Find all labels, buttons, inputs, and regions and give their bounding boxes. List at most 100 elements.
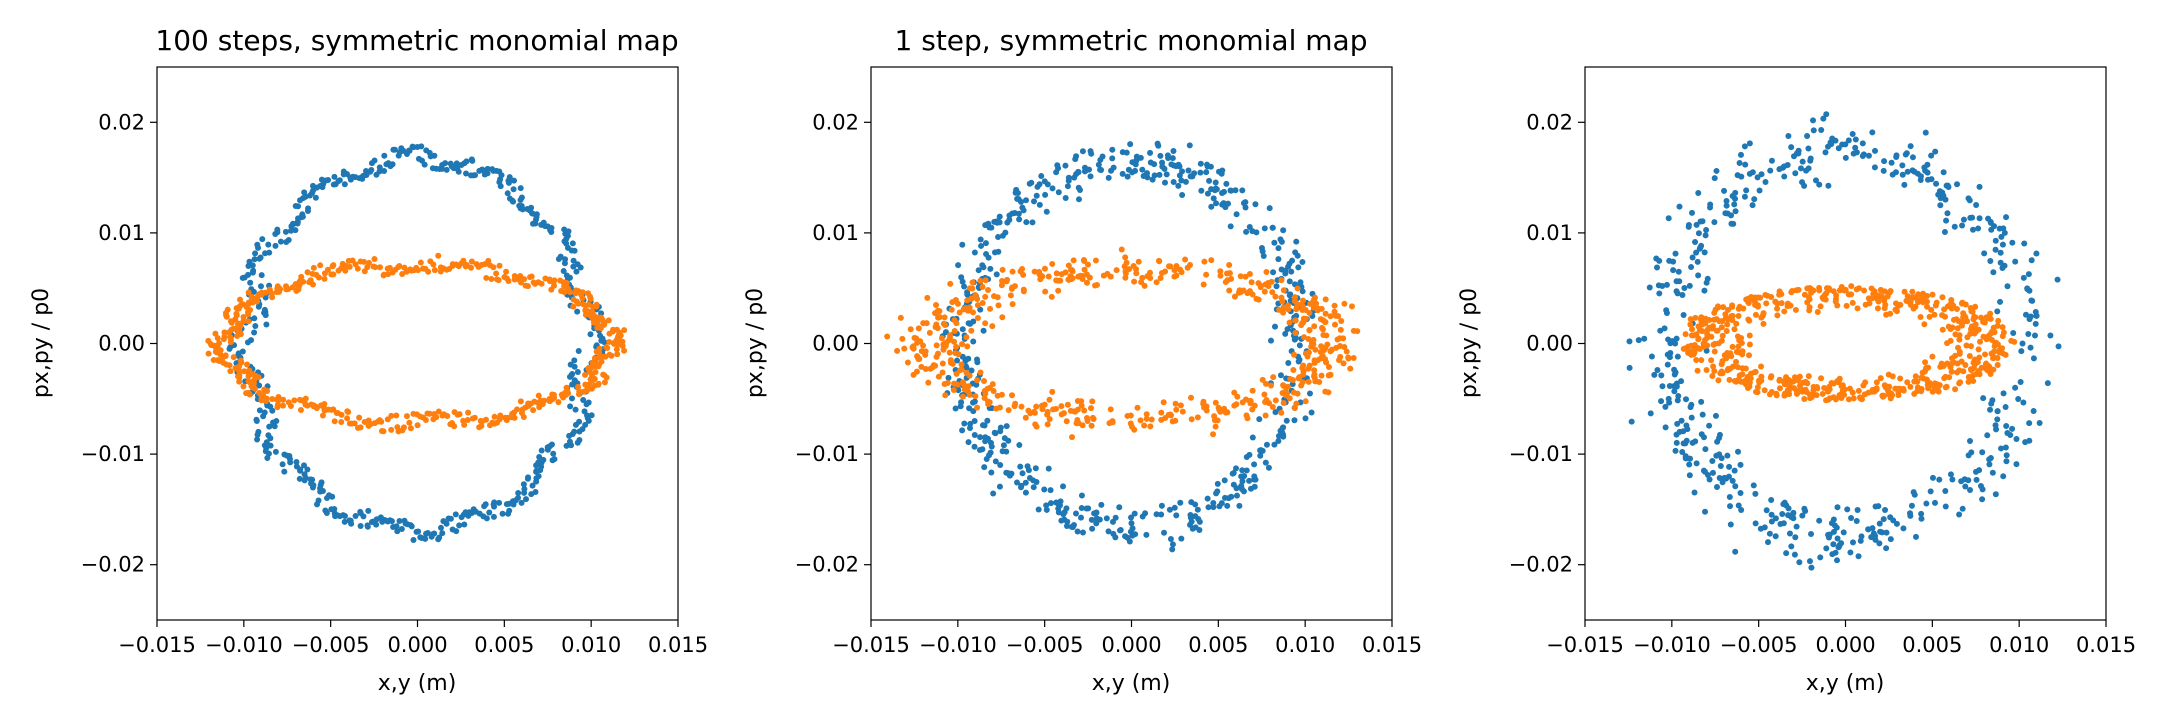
data-point [1187, 511, 1194, 518]
data-point [1925, 385, 1932, 392]
data-point [1732, 548, 1739, 555]
data-point [524, 205, 531, 212]
data-point [1832, 549, 1839, 556]
data-point [1792, 306, 1799, 313]
data-point [1292, 329, 1299, 336]
data-point [510, 186, 517, 193]
data-point [1187, 261, 1194, 268]
data-point [255, 244, 262, 251]
data-point [1200, 400, 1207, 407]
data-point [591, 355, 598, 362]
data-point [1280, 424, 1287, 431]
data-point [1746, 140, 1753, 147]
data-point [1049, 185, 1056, 192]
data-point [1738, 378, 1745, 385]
data-point [518, 499, 525, 506]
data-point [1127, 141, 1134, 148]
data-point [436, 534, 443, 541]
data-point [1071, 174, 1078, 181]
data-point [1722, 210, 1729, 217]
data-point [429, 165, 436, 172]
data-point [1262, 459, 1269, 466]
data-point [922, 366, 929, 373]
data-point [1997, 259, 2004, 266]
data-point [506, 195, 513, 202]
data-point [1242, 199, 1249, 206]
data-point [1285, 359, 1292, 366]
data-point [1679, 449, 1686, 456]
data-point [977, 236, 984, 243]
data-point [1671, 388, 1678, 395]
data-point [1737, 489, 1744, 496]
data-point [1278, 238, 1285, 245]
data-point [1897, 375, 1904, 382]
data-point [468, 156, 475, 163]
data-point [1068, 523, 1075, 530]
data-point [1805, 145, 1812, 152]
data-point [1861, 391, 1868, 398]
data-point [1060, 511, 1067, 518]
data-point [1810, 127, 1817, 134]
data-point [1927, 488, 1934, 495]
data-point [966, 285, 973, 292]
data-point [1711, 340, 1718, 347]
data-point [1701, 249, 1708, 256]
data-point [1306, 327, 1313, 334]
data-point [972, 393, 979, 400]
data-point [2003, 452, 2010, 459]
data-point [323, 510, 330, 517]
data-point [574, 369, 581, 376]
data-point [1784, 161, 1791, 168]
data-point [572, 406, 579, 413]
data-point [1109, 155, 1116, 162]
data-point [226, 345, 233, 352]
data-point [328, 271, 335, 278]
data-point [610, 326, 617, 333]
data-point [401, 264, 408, 271]
data-point [979, 446, 986, 453]
data-point [574, 261, 581, 268]
data-point [1919, 295, 1926, 302]
data-point [465, 409, 472, 416]
data-point [1741, 193, 1748, 200]
data-point [1154, 140, 1161, 147]
data-point [1286, 278, 1293, 285]
data-point [947, 280, 954, 287]
data-point [585, 399, 592, 406]
data-point [1674, 397, 1681, 404]
data-point [517, 398, 524, 405]
data-point [1156, 171, 1163, 178]
data-point [1063, 522, 1070, 529]
data-point [1786, 530, 1793, 537]
data-point [2028, 297, 2035, 304]
data-point [1899, 171, 1906, 178]
data-point [1204, 190, 1211, 197]
data-point [1269, 289, 1276, 296]
data-point [1731, 201, 1738, 208]
data-point [984, 385, 991, 392]
data-point [1280, 227, 1287, 234]
data-point [1065, 174, 1072, 181]
data-point [999, 314, 1006, 321]
data-point [490, 513, 497, 520]
data-point [1890, 517, 1897, 524]
data-point [1727, 503, 1734, 510]
data-point [1888, 390, 1895, 397]
data-point [1328, 346, 1335, 353]
data-point [1788, 144, 1795, 151]
data-point [1044, 421, 1051, 428]
x-tick-label: 0.010 [561, 633, 621, 657]
data-point [1709, 372, 1716, 379]
data-point [1233, 465, 1239, 472]
data-point [1004, 276, 1011, 283]
data-point [471, 414, 478, 421]
data-point [1922, 359, 1929, 366]
data-point [431, 530, 438, 537]
data-point [2025, 271, 2032, 278]
data-point [1680, 312, 1687, 319]
data-point [1062, 269, 1069, 276]
data-point [1074, 398, 1081, 405]
data-point [1947, 337, 1954, 344]
data-point [1729, 477, 1736, 484]
data-point [1674, 353, 1681, 360]
